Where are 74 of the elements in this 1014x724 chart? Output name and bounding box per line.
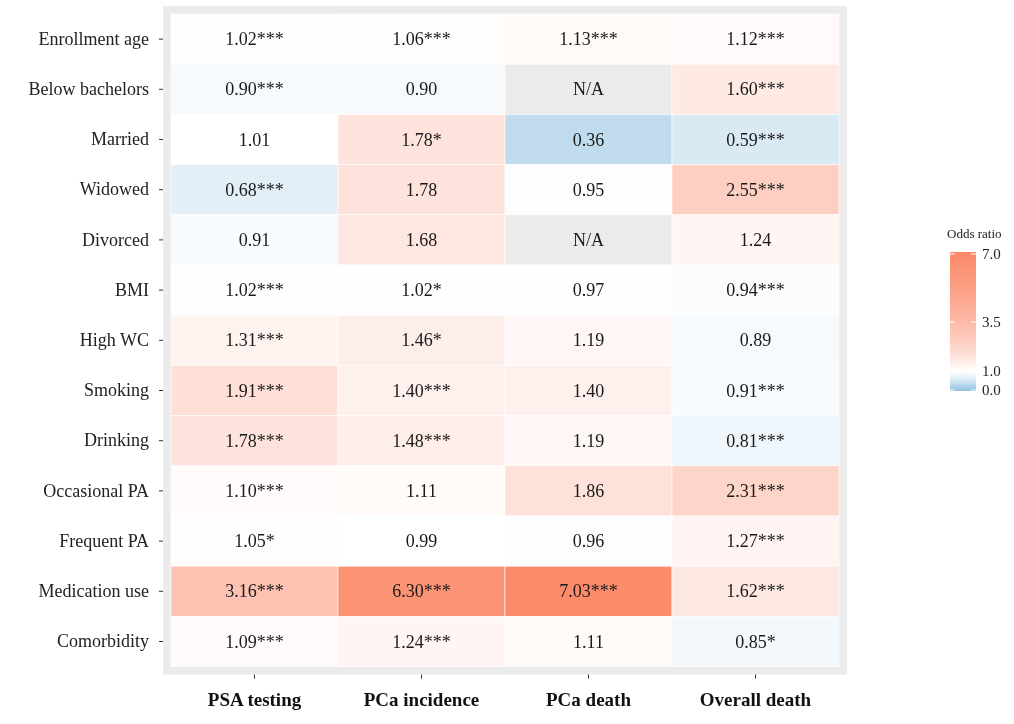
data-label: 1.31*** [225, 330, 284, 351]
data-label: 0.59*** [726, 129, 785, 150]
data-label: 1.13*** [559, 29, 618, 50]
y-tick-label: Drinking [84, 430, 149, 451]
data-label: 1.40*** [392, 380, 451, 401]
data-label: 1.02*** [225, 29, 284, 50]
data-label: 1.06*** [392, 29, 451, 50]
data-label: 0.68*** [225, 179, 284, 200]
y-tick-label: Enrollment age [38, 28, 149, 49]
data-label: 1.02* [401, 280, 442, 301]
y-tick-label: Divorced [82, 229, 149, 250]
x-tick-label: PSA testing [207, 689, 302, 711]
data-label: 2.55*** [726, 179, 785, 200]
data-label: 1.40 [572, 380, 605, 401]
data-label: 0.85* [735, 631, 776, 652]
text: N/A [573, 79, 604, 100]
data-label: 1.11 [406, 480, 437, 501]
data-label: 0.94*** [726, 280, 785, 301]
x-tick-label: PCa incidence [363, 689, 480, 711]
color-bar-label: 7.0 [982, 245, 1001, 262]
data-label: 0.90*** [225, 79, 284, 100]
x-tick-label: Overall death [699, 689, 812, 711]
data-label: 1.86 [572, 480, 605, 501]
data-label: 1.12*** [726, 29, 785, 50]
y-tick-label: Widowed [79, 179, 149, 200]
y-tick-label: BMI [114, 279, 149, 300]
text: N/A [573, 229, 604, 250]
data-label: 1.24*** [392, 631, 451, 652]
data-label: 1.19 [572, 430, 605, 451]
data-label: 1.24 [739, 229, 772, 250]
data-label: 0.81*** [726, 430, 785, 451]
data-label: 1.10*** [225, 480, 284, 501]
data-label: 3.16*** [225, 581, 284, 602]
y-tick-label: Comorbidity [56, 631, 149, 652]
data-label: 2.31*** [726, 480, 785, 501]
data-label: 0.96 [572, 531, 605, 552]
data-label: 0.36 [572, 129, 605, 150]
data-label: 7.03*** [559, 581, 618, 602]
data-label: 0.91 [238, 229, 271, 250]
data-label: 1.05* [234, 531, 275, 552]
y-tick-label: Medication use [38, 581, 149, 602]
data-label: 1.02*** [225, 280, 284, 301]
y-tick-label: Frequent PA [59, 530, 149, 551]
data-label: 1.46* [401, 330, 442, 351]
x-tick-label: PCa death [546, 689, 632, 711]
data-label: 1.11 [573, 631, 604, 652]
color-bar-label: 1.0 [982, 362, 1001, 379]
data-label: 1.27*** [726, 531, 785, 552]
data-label: 0.90 [405, 79, 438, 100]
data-label: 1.68 [405, 229, 438, 250]
data-label: 6.30*** [392, 581, 451, 602]
y-tick-label: Married [91, 129, 149, 150]
data-label: 0.95 [572, 179, 605, 200]
y-tick-label: Smoking [83, 380, 149, 401]
data-label: 1.78* [401, 129, 442, 150]
data-label: 0.97 [572, 280, 605, 301]
color-bar-title: Odds ratio [947, 226, 1002, 241]
data-label: 1.19 [572, 330, 605, 351]
data-label: 1.60*** [726, 79, 785, 100]
y-tick-label: High WC [79, 330, 149, 351]
color-bar-label: 0.0 [982, 382, 1001, 398]
data-label: 1.09*** [225, 631, 284, 652]
y-tick-label: Below bachelors [28, 79, 149, 100]
y-tick-label: Occasional PA [43, 480, 149, 501]
data-label: 0.91*** [726, 380, 785, 401]
data-label: 1.01 [238, 129, 271, 150]
data-label: 0.89 [739, 330, 772, 351]
data-label: 1.78 [405, 179, 438, 200]
data-label: 1.78*** [225, 430, 284, 451]
color-bar-label: 3.5 [982, 313, 1001, 330]
data-label: 1.62*** [726, 581, 785, 602]
data-label: 1.91*** [225, 380, 284, 401]
data-label: 0.99 [405, 531, 438, 552]
data-label: 1.48*** [392, 430, 451, 451]
